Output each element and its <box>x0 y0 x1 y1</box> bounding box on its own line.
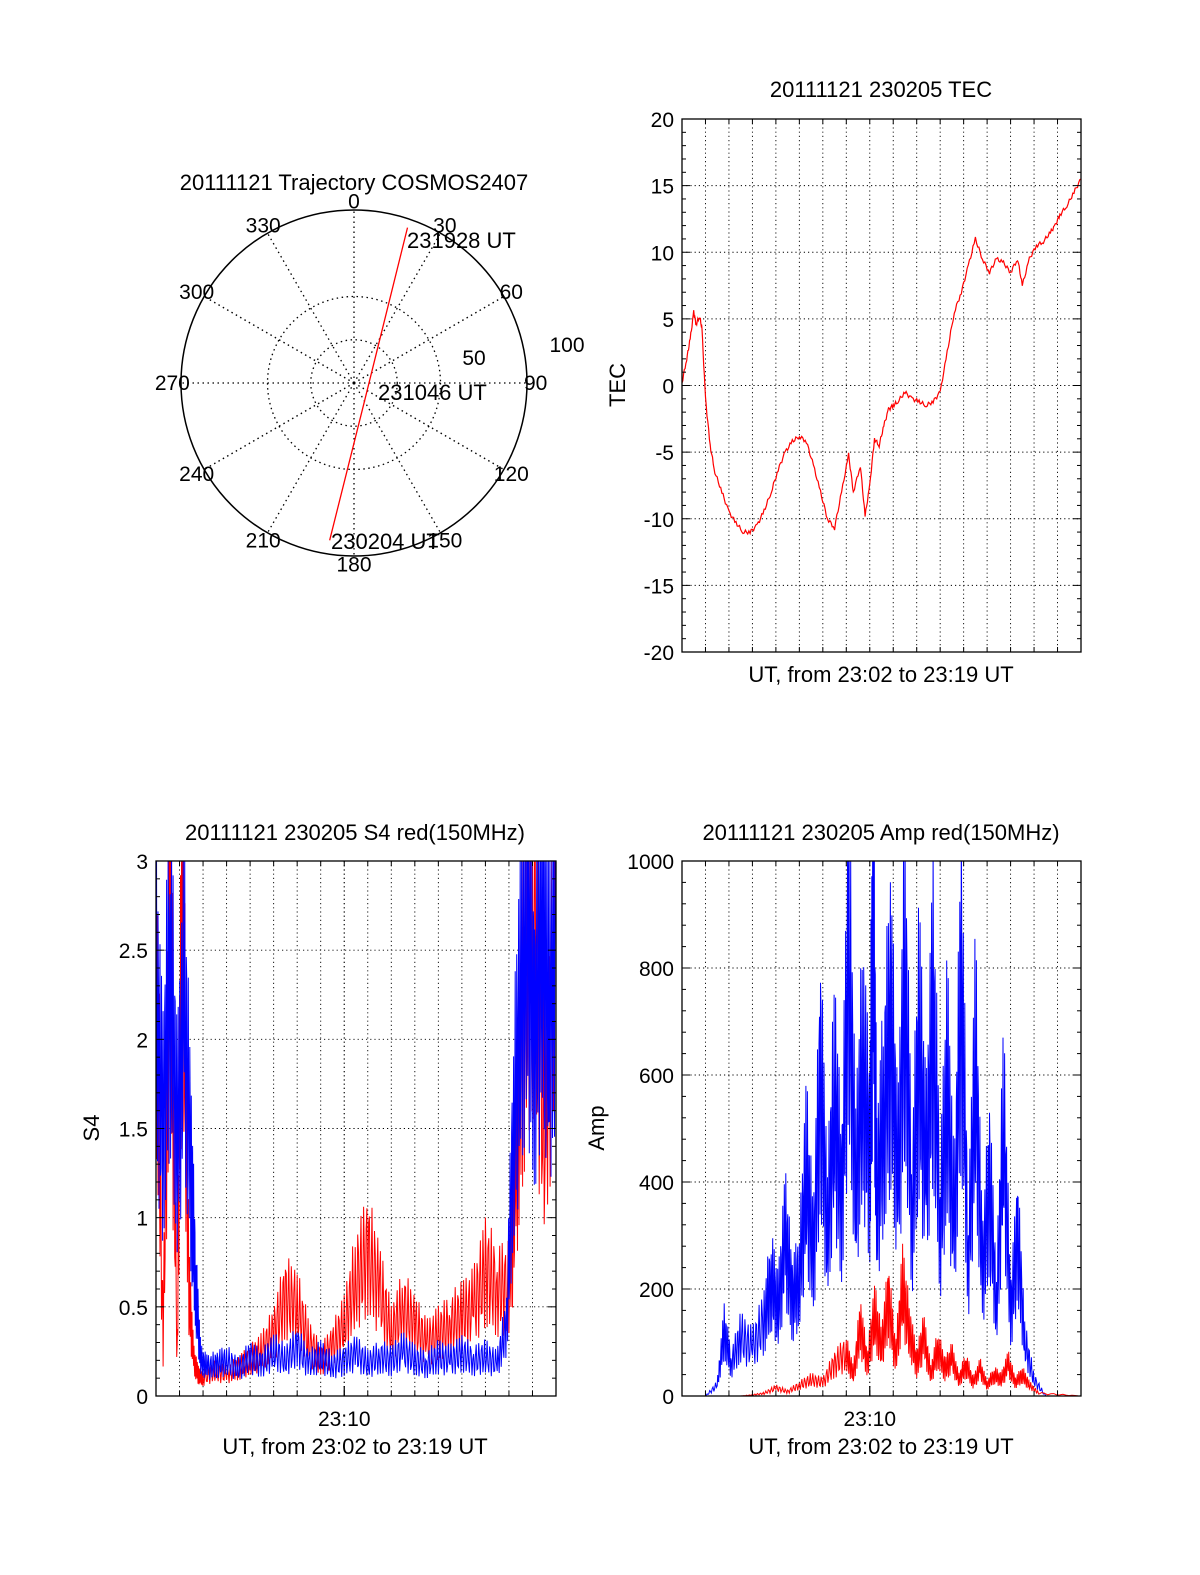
y-tick-label: 400 <box>639 1172 674 1195</box>
polar-spoke <box>353 295 505 384</box>
y-tick-label: 1.5 <box>119 1119 148 1142</box>
amp-series-group <box>682 861 1081 1396</box>
polar-azimuth-label: 30 <box>433 215 456 238</box>
polar-radius-label: 100 <box>549 334 584 357</box>
s4-title: 20111121 230205 S4 red(150MHz) <box>185 820 525 845</box>
y-tick-label: 1 <box>136 1208 148 1231</box>
y-tick-label: 2.5 <box>119 940 148 963</box>
polar-spoke <box>266 232 355 384</box>
y-tick-label: 200 <box>639 1279 674 1302</box>
polar-azimuth-label: 60 <box>500 281 523 304</box>
s4-series-group <box>156 861 556 1386</box>
y-tick-label: 20 <box>651 109 674 132</box>
polar-azimuth-label: 90 <box>524 372 547 395</box>
y-tick-label: 15 <box>651 176 674 199</box>
s4-series-primary <box>156 861 556 1386</box>
y-tick-label: 0 <box>662 1386 674 1409</box>
y-tick-label: 5 <box>662 309 674 332</box>
amp-panel: 20111121 230205 Amp red(150MHz) UT, from… <box>584 820 1082 1459</box>
y-tick-label: 0 <box>662 376 674 399</box>
polar-title: 20111121 Trajectory COSMOS2407 <box>180 170 529 195</box>
polar-azimuth-label: 120 <box>494 463 529 486</box>
amp-axes-frame <box>681 860 1082 1397</box>
amp-series-secondary <box>682 1243 1081 1396</box>
trajectory-line <box>329 227 409 541</box>
y-tick-label: 800 <box>639 958 674 981</box>
y-tick-label: 0 <box>136 1386 148 1409</box>
polar-outer-ring <box>180 209 528 557</box>
y-tick-label: -20 <box>644 642 674 665</box>
y-tick-label: 600 <box>639 1065 674 1088</box>
polar-trajectory-series <box>329 227 409 541</box>
annotation-start-time: 230204 UT <box>331 529 440 554</box>
amp-title: 20111121 230205 Amp red(150MHz) <box>702 820 1059 845</box>
annotation-mid-time: 231046 UT <box>378 380 487 405</box>
polar-spoke <box>203 295 355 384</box>
polar-azimuth-label: 330 <box>246 215 281 238</box>
polar-azimuth-label: 0 <box>348 190 360 213</box>
polar-azimuth-label: 270 <box>155 372 190 395</box>
s4-ylabel: S4 <box>79 1115 104 1142</box>
polar-azimuth-label: 240 <box>179 463 214 486</box>
polar-azimuth-label: 150 <box>427 529 462 552</box>
amp-xlabel: UT, from 23:02 to 23:19 UT <box>748 1434 1013 1459</box>
y-tick-label: 0.5 <box>119 1297 148 1320</box>
polar-ring <box>266 295 442 471</box>
amp-series-primary <box>682 861 1081 1396</box>
annotation-end-time: 231928 UT <box>407 228 516 253</box>
s4-panel: 20111121 230205 S4 red(150MHz) UT, from … <box>79 820 557 1459</box>
polar-azimuth-labels: 0 30 60 90 120 150 180 210 240 270 300 330 50 100 <box>155 190 585 576</box>
polar-azimuth-label: 210 <box>246 529 281 552</box>
y-tick-label: -10 <box>644 509 674 532</box>
y-tick-label: 1000 <box>627 851 674 874</box>
polar-azimuth-label: 180 <box>336 554 371 577</box>
y-tick-label: -15 <box>644 575 674 598</box>
polar-azimuth-label: 300 <box>179 281 214 304</box>
tec-panel: 20111121 230205 TEC UT, from 23:02 to 23… <box>605 77 1082 687</box>
tec-xlabel: UT, from 23:02 to 23:19 UT <box>748 662 1013 687</box>
y-tick-label: 2 <box>136 1029 148 1052</box>
tec-title: 20111121 230205 TEC <box>770 77 992 102</box>
amp-ylabel: Amp <box>584 1105 609 1150</box>
tec-series-primary <box>682 178 1081 536</box>
polar-radius-label: 50 <box>462 347 485 370</box>
tec-ylabel: TEC <box>605 363 630 407</box>
y-tick-label: -5 <box>655 442 674 465</box>
tec-series-group <box>682 178 1081 536</box>
s4-xlabel: UT, from 23:02 to 23:19 UT <box>222 1434 487 1459</box>
polar-spoke <box>353 232 442 384</box>
polar-ring <box>310 339 398 427</box>
x-tick-label: 23:10 <box>843 1408 896 1431</box>
polar-trajectory-panel: 20111121 Trajectory COSMOS2407 0 30 60 90 12… <box>155 170 585 577</box>
polar-grid <box>180 209 528 557</box>
y-tick-label: 3 <box>136 851 148 874</box>
y-tick-label: 10 <box>651 242 674 265</box>
s4-series-secondary <box>156 861 556 1380</box>
x-tick-label: 23:10 <box>318 1408 371 1431</box>
